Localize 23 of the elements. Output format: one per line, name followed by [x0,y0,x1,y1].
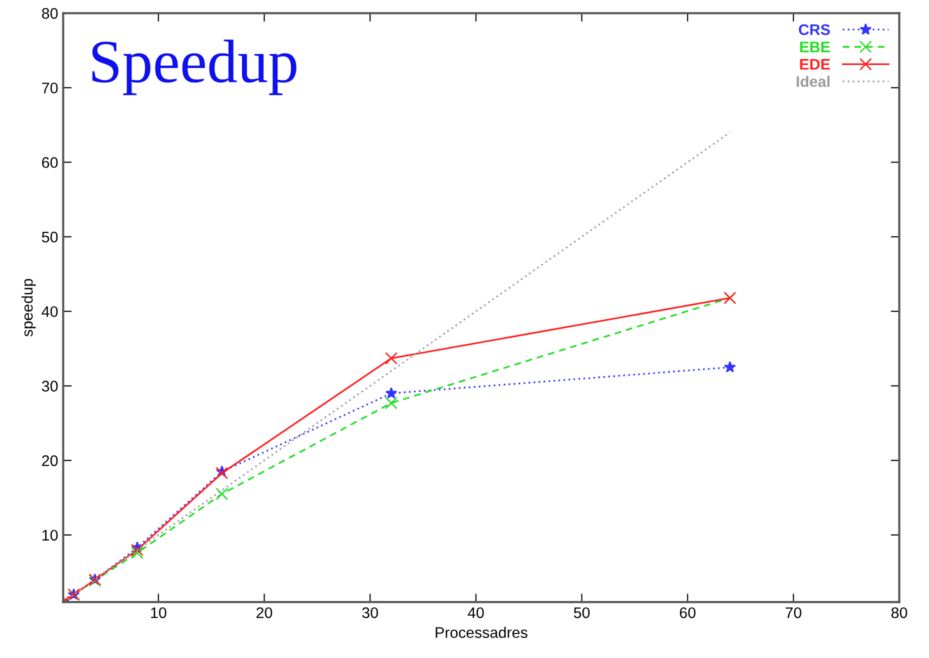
x-tick-label: 80 [891,607,908,618]
legend-label: EDE [800,59,830,70]
y-tick-label: 40 [42,306,58,318]
y-tick-label: 10 [42,530,58,541]
y-tick-label: 80 [42,8,58,19]
legend-label: Ideal [796,76,830,87]
legend-label: EBE [800,42,830,52]
y-tick-label: 20 [42,455,58,466]
x-tick-label: 50 [574,607,590,618]
x-axis-title: Processadres [436,626,528,638]
y-tick-label: 60 [42,157,58,168]
x-tick-label: 60 [680,607,696,618]
y-tick-label: 30 [42,380,58,392]
y-tick-label: 50 [42,232,58,242]
legend-label: CRS [798,24,830,36]
x-tick-label: 70 [786,607,802,618]
chart-title: Speedup [92,40,296,96]
x-tick-label: 10 [151,607,166,618]
x-tick-label: 40 [468,607,484,618]
y-tick-label: 70 [42,82,58,94]
y-axis-title: speedup [22,278,36,336]
x-tick-label: 20 [256,607,272,618]
x-tick-label: 30 [362,607,378,618]
